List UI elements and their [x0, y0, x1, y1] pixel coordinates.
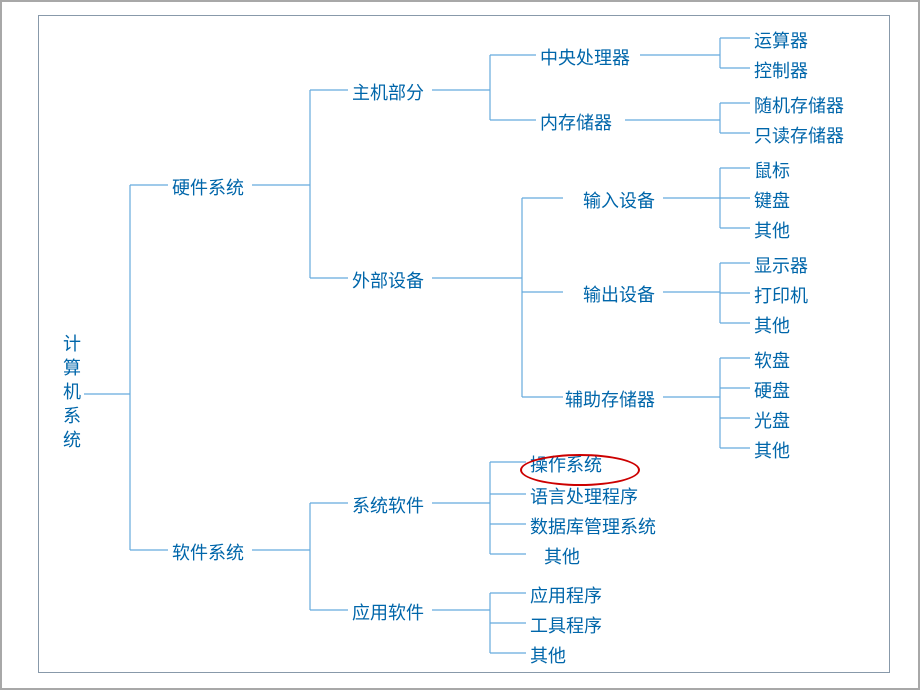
- label: 硬件系统: [172, 178, 244, 198]
- label: 随机存储器: [754, 96, 844, 116]
- node-inother: 其他: [754, 217, 790, 243]
- root-label: 计算机系统: [61, 334, 81, 454]
- node-appother: 其他: [530, 642, 566, 668]
- node-dbms: 数据库管理系统: [530, 513, 656, 539]
- node-monitor: 显示器: [754, 252, 808, 278]
- node-keyboard: 键盘: [754, 187, 790, 213]
- label: 软件系统: [172, 543, 244, 563]
- node-lang: 语言处理程序: [530, 483, 638, 509]
- node-syssoft: 系统软件: [352, 492, 424, 518]
- label: 其他: [530, 646, 566, 666]
- label: 输入设备: [583, 191, 655, 211]
- node-alu: 运算器: [754, 27, 808, 53]
- label: 显示器: [754, 256, 808, 276]
- node-outother: 其他: [754, 312, 790, 338]
- node-hdd: 硬盘: [754, 377, 790, 403]
- label: 键盘: [754, 191, 790, 211]
- label: 系统软件: [352, 496, 424, 516]
- label: 输出设备: [583, 285, 655, 305]
- node-appprg: 应用程序: [530, 582, 602, 608]
- label: 数据库管理系统: [530, 517, 656, 537]
- node-cd: 光盘: [754, 407, 790, 433]
- label: 操作系统: [530, 455, 602, 475]
- label: 光盘: [754, 411, 790, 431]
- label: 辅助存储器: [565, 390, 655, 410]
- label: 内存储器: [540, 113, 612, 133]
- label: 鼠标: [754, 161, 790, 181]
- node-ctrl: 控制器: [754, 57, 808, 83]
- node-aux: 辅助存储器: [565, 386, 655, 412]
- node-appsoft: 应用软件: [352, 599, 424, 625]
- node-sysother: 其他: [544, 543, 580, 569]
- node-output: 输出设备: [583, 281, 655, 307]
- label: 其他: [754, 221, 790, 241]
- node-cpu: 中央处理器: [540, 44, 630, 70]
- label: 中央处理器: [540, 48, 630, 68]
- node-rom: 只读存储器: [754, 122, 844, 148]
- node-input: 输入设备: [583, 187, 655, 213]
- root-node: 计算机系统: [58, 334, 84, 454]
- label: 其他: [754, 441, 790, 461]
- node-mouse: 鼠标: [754, 157, 790, 183]
- label: 其他: [754, 316, 790, 336]
- node-external: 外部设备: [352, 267, 424, 293]
- label: 运算器: [754, 31, 808, 51]
- node-printer: 打印机: [754, 282, 808, 308]
- node-software: 软件系统: [172, 539, 244, 565]
- label: 其他: [544, 547, 580, 567]
- node-os: 操作系统: [530, 451, 602, 477]
- label: 控制器: [754, 61, 808, 81]
- label: 语言处理程序: [530, 487, 638, 507]
- label: 工具程序: [530, 616, 602, 636]
- label: 应用程序: [530, 586, 602, 606]
- label: 软盘: [754, 351, 790, 371]
- node-ram: 随机存储器: [754, 92, 844, 118]
- label: 应用软件: [352, 603, 424, 623]
- node-hardware: 硬件系统: [172, 174, 244, 200]
- label: 主机部分: [352, 83, 424, 103]
- label: 外部设备: [352, 271, 424, 291]
- node-auxother: 其他: [754, 437, 790, 463]
- label: 打印机: [754, 286, 808, 306]
- node-mem: 内存储器: [540, 109, 612, 135]
- node-tool: 工具程序: [530, 612, 602, 638]
- node-floppy: 软盘: [754, 347, 790, 373]
- label: 只读存储器: [754, 126, 844, 146]
- node-mainframe: 主机部分: [352, 79, 424, 105]
- label: 硬盘: [754, 381, 790, 401]
